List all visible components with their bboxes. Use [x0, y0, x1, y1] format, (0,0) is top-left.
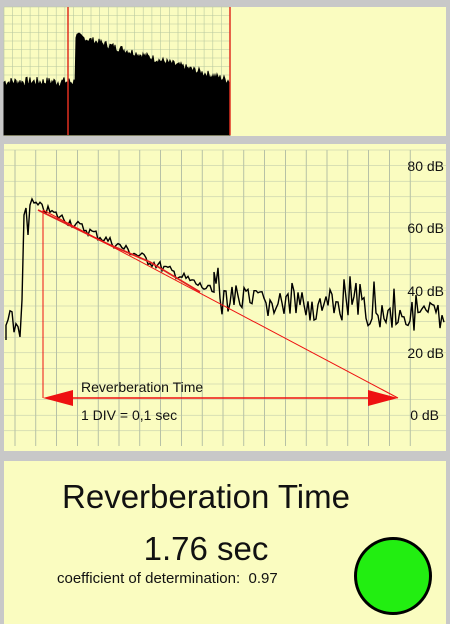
- spectrum-envelope: [3, 32, 231, 136]
- coefficient-value: 0.97: [248, 570, 278, 587]
- decay-grid: [4, 149, 446, 446]
- rt-arrow-label: Reverberation Time: [81, 379, 203, 395]
- reverberation-time-value: 1.76 sec: [143, 530, 269, 567]
- status-indicator: [354, 537, 432, 615]
- db-label-80: 80 dB: [407, 158, 444, 174]
- db-label-20: 20 dB: [407, 345, 444, 361]
- rt-slope-line: [42, 209, 399, 399]
- db-label-0: 0 dB: [410, 407, 439, 423]
- div-scale-label: 1 DIV = 0,1 sec: [81, 407, 177, 423]
- regression-line: [37, 209, 201, 293]
- coefficient-row: coefficient of determination: 0.97: [57, 570, 278, 587]
- result-title: Reverberation Time: [62, 478, 350, 515]
- decay-curve: [5, 197, 445, 340]
- rt-arrow-left-head: [43, 390, 73, 406]
- db-label-40: 40 dB: [407, 283, 444, 299]
- coefficient-label: coefficient of determination:: [57, 570, 241, 587]
- db-label-60: 60 dB: [407, 220, 444, 236]
- rt-arrow-right-head: [368, 390, 398, 406]
